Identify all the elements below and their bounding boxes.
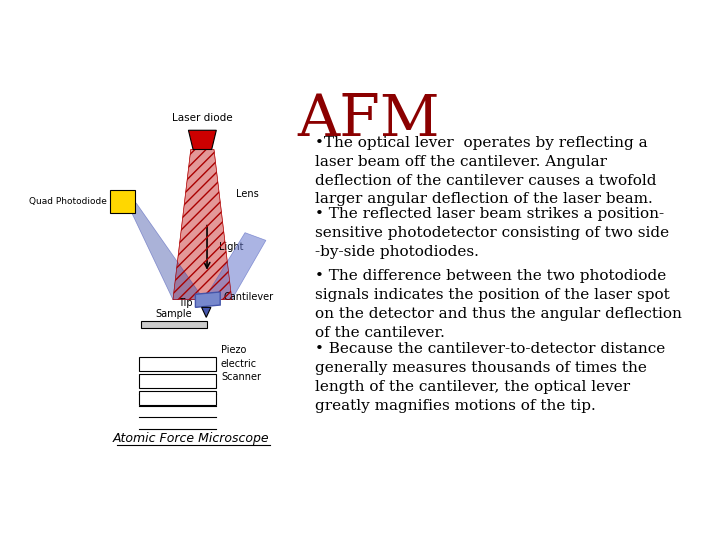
- Polygon shape: [121, 190, 204, 300]
- Bar: [139, 356, 216, 372]
- Text: AFM: AFM: [297, 92, 441, 148]
- Text: • The reflected laser beam strikes a position-
sensitive photodetector consistin: • The reflected laser beam strikes a pos…: [315, 207, 669, 259]
- Text: Lens: Lens: [236, 189, 259, 199]
- Polygon shape: [202, 307, 211, 318]
- Text: Laser diode: Laser diode: [172, 113, 233, 123]
- Text: •The optical lever  operates by reflecting a
laser beam off the cantilever. Angu: •The optical lever operates by reflectin…: [315, 136, 656, 206]
- Text: Quad Photodiode: Quad Photodiode: [30, 197, 107, 206]
- Bar: [139, 390, 216, 405]
- Text: Sample: Sample: [156, 309, 192, 319]
- Polygon shape: [110, 190, 135, 213]
- Polygon shape: [204, 233, 266, 300]
- Text: Atomic Force Microscope: Atomic Force Microscope: [112, 432, 269, 445]
- Bar: [139, 374, 216, 388]
- Text: Cantilever: Cantilever: [223, 292, 274, 302]
- Text: • Because the cantilever-to-detector distance
generally measures thousands of ti: • Because the cantilever-to-detector dis…: [315, 342, 665, 413]
- Polygon shape: [173, 150, 232, 300]
- Bar: [141, 321, 207, 328]
- Polygon shape: [189, 130, 216, 150]
- Text: Light: Light: [220, 242, 244, 252]
- Text: Y: Y: [158, 376, 163, 386]
- Text: X: X: [157, 359, 164, 369]
- Text: • The difference between the two photodiode
signals indicates the position of th: • The difference between the two photodi…: [315, 269, 682, 340]
- Text: Piezo
electric
Scanner: Piezo electric Scanner: [221, 346, 261, 382]
- Text: Z: Z: [157, 393, 164, 403]
- Polygon shape: [195, 292, 220, 307]
- Text: Tip: Tip: [178, 299, 192, 308]
